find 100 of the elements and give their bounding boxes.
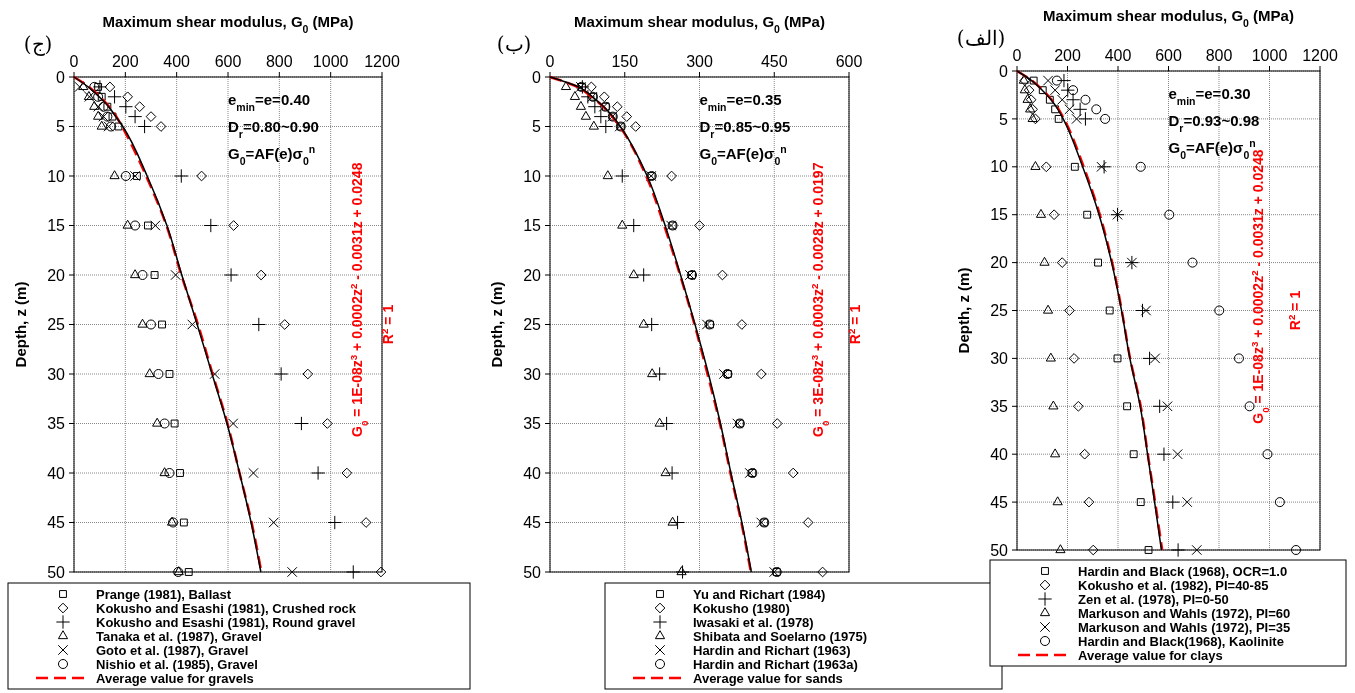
- point: [1060, 82, 1075, 98]
- point: [127, 109, 143, 124]
- point: [165, 370, 174, 378]
- x-tick-label: 1000: [312, 53, 349, 70]
- y-tick-label: 35: [990, 397, 1009, 415]
- point: [580, 110, 591, 120]
- y-tick-label: 40: [47, 464, 66, 482]
- point: [615, 168, 630, 184]
- point: [92, 79, 108, 95]
- point: [248, 467, 259, 479]
- point: [130, 269, 141, 279]
- point: [1214, 305, 1225, 316]
- point: [1040, 161, 1052, 173]
- point: [74, 81, 85, 93]
- point: [150, 271, 159, 279]
- point: [1165, 494, 1180, 510]
- point: [89, 81, 100, 92]
- legend-label: Hardin and Black (1968), OCR=1.0: [1078, 563, 1288, 579]
- point: [134, 101, 146, 113]
- point: [187, 319, 198, 330]
- point: [176, 469, 184, 477]
- point: [174, 168, 189, 184]
- y-axis-title: Depth, z (m): [12, 281, 29, 368]
- point: [628, 269, 639, 279]
- point: [1065, 92, 1081, 107]
- point: [1068, 353, 1080, 364]
- y-tick-label: 15: [990, 206, 1009, 224]
- point: [1244, 401, 1255, 412]
- point: [717, 269, 728, 281]
- point: [802, 517, 814, 528]
- point: [659, 416, 674, 431]
- point: [1172, 448, 1183, 460]
- point: [694, 220, 705, 231]
- annotation: e$_{min}$=e=0.40: [228, 91, 311, 113]
- y-tick-label: 35: [523, 415, 542, 433]
- point: [1051, 105, 1060, 114]
- point: [1091, 104, 1102, 115]
- y-tick-label: 0: [56, 68, 66, 86]
- point: [1083, 496, 1095, 508]
- point: [103, 102, 112, 111]
- point: [152, 417, 163, 427]
- x-tick-label: 600: [214, 53, 242, 70]
- chart-title: (الف): [956, 26, 1006, 50]
- point: [108, 112, 117, 121]
- point: [203, 218, 218, 233]
- x-tick-label: 400: [1104, 47, 1132, 64]
- point: [1056, 73, 1072, 88]
- x-tick-label: 400: [163, 53, 191, 70]
- point: [560, 81, 572, 91]
- y-tick-label: 15: [47, 217, 66, 235]
- point: [1048, 209, 1060, 221]
- point: [286, 566, 298, 578]
- point: [630, 121, 642, 132]
- point: [1051, 75, 1062, 86]
- point: [1262, 449, 1273, 460]
- chart-title: (ب): [496, 32, 532, 56]
- point: [593, 109, 608, 124]
- point: [1080, 94, 1091, 105]
- point: [1291, 544, 1302, 556]
- point: [93, 101, 104, 112]
- y-tick-label: 10: [523, 167, 542, 185]
- point: [375, 566, 387, 578]
- point: [1056, 94, 1068, 105]
- point: [94, 82, 103, 91]
- point: [1030, 161, 1041, 170]
- point: [102, 111, 113, 122]
- point: [1022, 93, 1033, 103]
- point: [1045, 95, 1054, 104]
- point: [1042, 75, 1054, 86]
- x-tick-label: 0: [545, 53, 555, 70]
- point: [1083, 210, 1092, 219]
- legend-label: Yu and Richart (1984): [693, 586, 826, 602]
- point: [89, 100, 100, 110]
- point: [321, 418, 333, 429]
- y-tick-label: 30: [523, 365, 542, 383]
- point: [98, 111, 109, 122]
- point: [310, 465, 326, 481]
- legend-label: Prange (1981), Ballast: [96, 586, 232, 602]
- point: [97, 92, 106, 101]
- point: [1064, 305, 1075, 316]
- point: [144, 368, 155, 378]
- point: [98, 101, 109, 112]
- point: [158, 320, 166, 329]
- point: [1045, 352, 1056, 362]
- point: [294, 416, 309, 431]
- point: [1055, 544, 1066, 554]
- annotation: D$_{r}$=0.80~0.90: [228, 118, 319, 140]
- point: [1070, 162, 1079, 171]
- point: [83, 91, 94, 100]
- point: [223, 267, 239, 283]
- x-tick-label: 300: [686, 53, 713, 70]
- point: [636, 267, 651, 283]
- point: [718, 368, 730, 380]
- point: [587, 99, 603, 114]
- annotation: e$_{min}$=e=0.35: [699, 91, 782, 113]
- point: [736, 319, 748, 330]
- point: [164, 467, 175, 479]
- point: [1042, 304, 1054, 314]
- point: [78, 81, 89, 91]
- point: [1048, 400, 1059, 410]
